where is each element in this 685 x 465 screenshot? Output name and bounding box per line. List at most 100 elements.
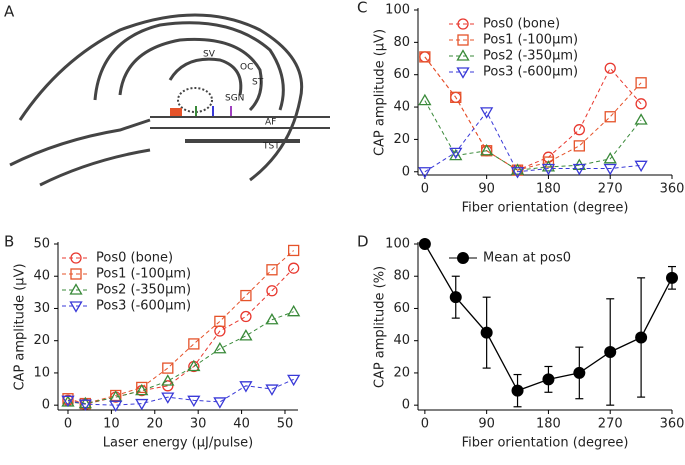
marker	[419, 51, 431, 63]
marker	[287, 374, 301, 387]
marker	[287, 304, 301, 317]
anatomy-label: SGN	[225, 94, 244, 104]
legend-label: Pos3 (-600µm)	[483, 65, 578, 80]
x-tick-label: 0	[421, 182, 429, 197]
marker	[480, 326, 493, 339]
marker	[603, 163, 617, 176]
marker	[542, 373, 555, 386]
x-tick-label: 270	[598, 417, 623, 432]
marker	[634, 160, 648, 173]
marker	[240, 310, 252, 323]
marker	[109, 400, 123, 412]
cochlea-outer	[93, 21, 285, 111]
series-line	[67, 250, 294, 405]
legend-marker	[457, 34, 469, 46]
marker	[541, 163, 556, 176]
y-tick-label: 80	[393, 269, 410, 284]
series-line	[67, 378, 294, 406]
marker	[135, 383, 149, 396]
marker	[572, 163, 586, 176]
y-tick-label: 40	[33, 269, 50, 284]
cochlea-mid	[118, 37, 263, 112]
y-axis-label: CAP amplitude (μV)	[373, 29, 388, 156]
legend-label: Mean at pos0	[483, 251, 571, 266]
marker	[161, 392, 175, 404]
series-line	[67, 311, 294, 405]
y-tick-label: 40	[393, 100, 410, 115]
y-tick-label: 20	[33, 333, 50, 348]
marker	[480, 143, 494, 156]
sgn-ellipse	[177, 87, 213, 113]
marker	[604, 62, 616, 74]
legend-marker	[69, 301, 83, 313]
panel-label: C	[357, 0, 367, 17]
legend-label: Pos0 (bone)	[483, 17, 560, 32]
y-tick-label: 50	[33, 237, 50, 252]
marker	[187, 395, 201, 408]
marker	[418, 93, 432, 106]
marker	[510, 167, 525, 179]
x-axis-label: Laser energy (μJ/pulse)	[103, 436, 253, 451]
y-tick-label: 30	[33, 301, 50, 316]
marker	[162, 362, 174, 374]
panel-a-diagram	[9, 13, 330, 187]
fiber-pos	[170, 108, 182, 116]
marker	[288, 262, 300, 274]
marker	[62, 393, 74, 405]
legend-marker	[456, 67, 470, 79]
marker	[449, 147, 463, 160]
x-tick-label: 40	[233, 417, 250, 432]
legend-label: Pos1 (-100µm)	[96, 267, 191, 282]
anatomy-label: SV	[203, 50, 216, 60]
x-tick-label: 10	[103, 417, 120, 432]
legend-marker	[69, 283, 83, 295]
series-line	[424, 100, 642, 171]
y-axis-label: CAP amplitude (μV)	[13, 263, 28, 390]
y-tick-label: 0	[402, 398, 410, 413]
x-tick-label: 0	[64, 417, 72, 432]
series-line	[424, 56, 642, 171]
legend-marker	[456, 49, 470, 61]
anatomy-label: AF	[265, 118, 276, 128]
y-tick-label: 100	[385, 237, 410, 252]
legend-label: Pos2 (-350µm)	[483, 49, 578, 64]
marker	[449, 148, 463, 161]
marker	[239, 329, 253, 341]
x-tick-label: 90	[478, 417, 495, 432]
outline	[18, 13, 304, 182]
marker	[265, 384, 279, 396]
marker	[187, 359, 201, 372]
marker	[135, 398, 149, 411]
marker	[265, 312, 279, 325]
marker	[213, 397, 227, 409]
x-axis-label: Fiber orientation (degree)	[462, 436, 629, 451]
legend-marker	[457, 252, 469, 264]
legend-marker	[70, 252, 82, 264]
marker	[213, 341, 227, 354]
x-tick-label: 0	[421, 417, 429, 432]
marker	[288, 244, 300, 257]
y-tick-label: 0	[42, 398, 50, 413]
marker	[635, 98, 647, 110]
legend-label: Pos1 (-100µm)	[483, 33, 578, 48]
bone2	[39, 148, 151, 187]
marker	[635, 77, 647, 89]
legend-label: Pos3 (-600µm)	[96, 299, 191, 314]
marker	[511, 384, 524, 397]
x-tick-label: 20	[147, 417, 164, 432]
anatomy-label: ST	[252, 78, 264, 88]
panel-label: D	[357, 233, 369, 251]
x-tick-label: 360	[660, 182, 685, 197]
x-tick-label: 180	[536, 417, 561, 432]
marker	[61, 395, 75, 408]
marker	[188, 338, 200, 350]
panel-label: A	[4, 3, 15, 21]
x-tick-label: 50	[277, 417, 294, 432]
marker	[418, 167, 432, 179]
y-axis-label: CAP amplitude (%)	[373, 266, 388, 388]
series-line	[424, 110, 642, 173]
x-tick-label: 360	[660, 417, 685, 432]
marker	[573, 140, 585, 152]
marker	[510, 163, 525, 175]
